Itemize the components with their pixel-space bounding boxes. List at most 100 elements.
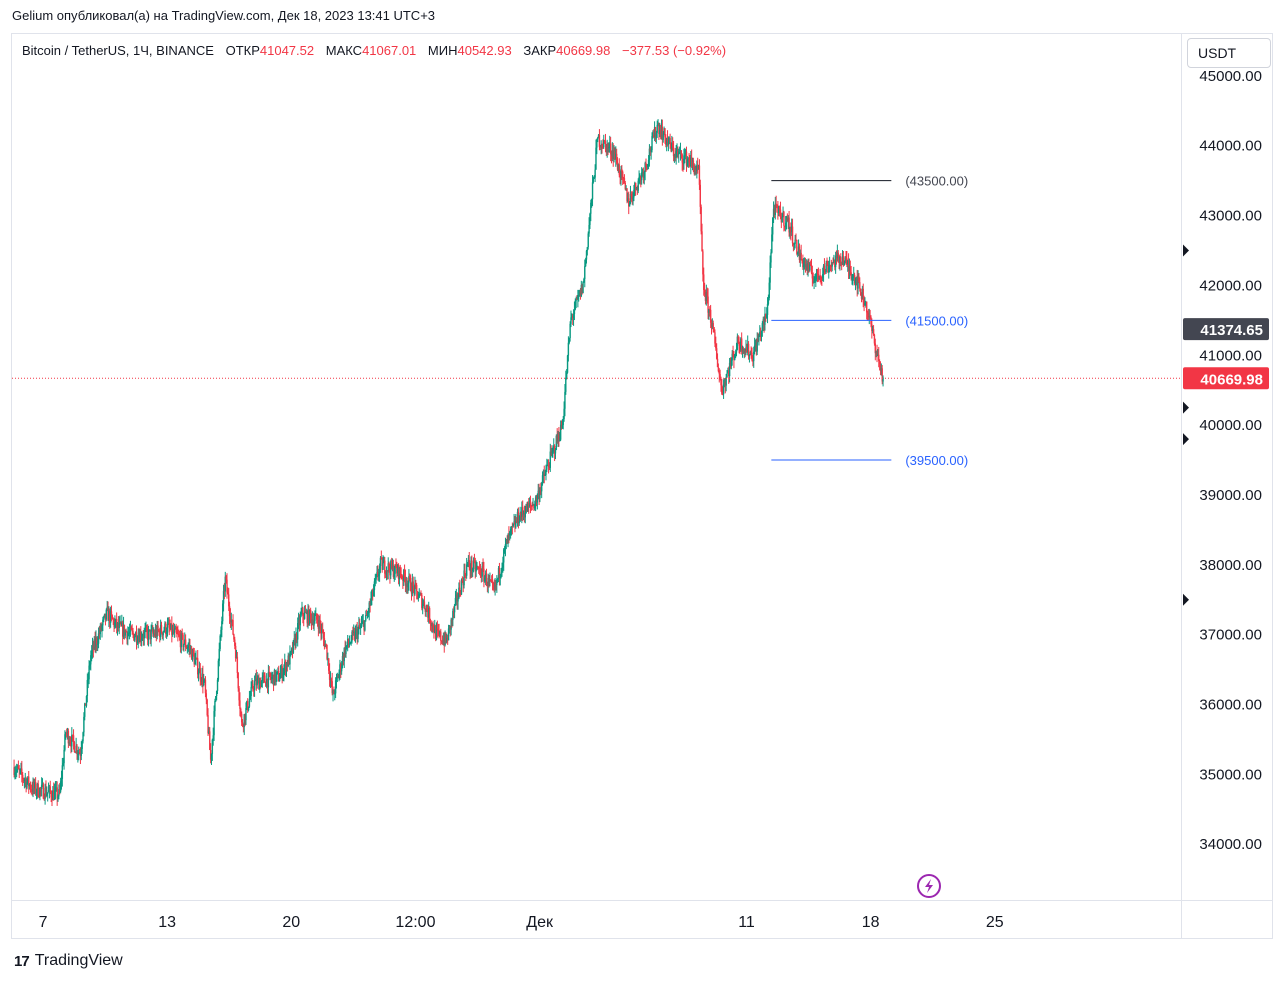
currency-button[interactable]: USDT <box>1187 38 1271 68</box>
candle-body <box>276 671 278 675</box>
candle-body <box>580 284 583 297</box>
candle-body <box>675 151 677 158</box>
candle-body <box>475 567 477 572</box>
candle-body <box>720 378 722 386</box>
candle-body <box>236 656 239 673</box>
candle-body <box>430 623 433 627</box>
candle-body <box>646 165 648 167</box>
candle-body <box>866 312 869 314</box>
candle-body <box>71 734 73 747</box>
candle-body <box>478 567 480 569</box>
candle-body <box>829 265 832 267</box>
candle-body <box>461 580 464 582</box>
candle-body <box>684 151 687 156</box>
candle-body <box>780 216 783 223</box>
candle-body <box>14 772 16 775</box>
candle-body <box>159 625 162 638</box>
candle-body <box>336 676 339 678</box>
candle-body <box>603 140 605 148</box>
candle-body <box>624 182 626 190</box>
candle-body <box>676 151 678 153</box>
candle-body <box>672 143 674 148</box>
candle-body <box>104 613 107 620</box>
candle-body <box>715 343 717 349</box>
candle-body <box>687 158 689 160</box>
candle-body <box>217 660 220 680</box>
tradingview-brand[interactable]: 17 TradingView <box>14 952 123 970</box>
candle-body <box>647 164 649 167</box>
candle-body <box>856 277 858 289</box>
candle-body <box>303 616 305 619</box>
candle-body <box>142 637 145 639</box>
candle-body <box>822 274 824 278</box>
candle-body <box>867 312 870 317</box>
candle-body <box>500 572 502 575</box>
candle-body <box>533 504 535 509</box>
candle-body <box>340 665 343 672</box>
candle-body <box>796 239 798 254</box>
candle-body <box>161 632 164 636</box>
candle-body <box>46 792 49 794</box>
candle-body <box>111 615 114 620</box>
candle-body <box>509 529 512 532</box>
candle-body <box>457 598 459 602</box>
candle-body <box>68 741 70 744</box>
price-tick-label: 42000.00 <box>1199 277 1262 294</box>
candle-body <box>772 217 774 235</box>
candle-body <box>369 602 371 605</box>
candle-body <box>325 644 327 646</box>
candle-body <box>165 632 168 635</box>
candle-body <box>42 784 45 799</box>
candle-body <box>83 716 85 733</box>
candle-body <box>428 608 431 623</box>
candle-body <box>472 569 474 572</box>
candle-body <box>548 467 551 469</box>
candle-body <box>417 597 420 599</box>
candle-body <box>403 569 405 581</box>
candle-body <box>880 368 883 371</box>
candle-body <box>612 150 614 159</box>
candle-body <box>553 445 555 448</box>
candle-body <box>232 620 234 635</box>
candle-body <box>578 290 581 296</box>
candle-body <box>719 374 721 379</box>
candle-body <box>634 182 636 190</box>
candle-body <box>665 138 668 145</box>
candle-body <box>555 435 558 450</box>
candle-body <box>206 699 208 716</box>
candle-body <box>146 631 149 640</box>
high-value: 41067.01 <box>362 43 417 58</box>
candle-body <box>203 679 206 681</box>
candle-body <box>226 579 228 593</box>
candle-body <box>268 672 270 674</box>
candle-body <box>595 147 597 170</box>
candle-body <box>66 730 69 734</box>
candle-body <box>250 686 252 697</box>
candle-body <box>818 275 820 280</box>
candle-body <box>131 629 133 632</box>
candle-body <box>290 651 292 653</box>
candle-body <box>674 155 676 158</box>
candle-body <box>857 276 859 289</box>
candle-body <box>594 169 596 178</box>
candle-body <box>96 638 98 645</box>
candle-body <box>770 252 772 263</box>
candle-body <box>717 367 720 372</box>
candle-body <box>636 187 639 191</box>
candle-body <box>648 148 651 160</box>
candle-body <box>264 675 266 683</box>
candle-body <box>817 273 820 280</box>
candle-body <box>70 742 72 747</box>
candle-body <box>480 575 483 577</box>
candle-body <box>519 513 521 522</box>
candle-body <box>690 157 692 167</box>
candle-body <box>765 313 767 319</box>
candle-body <box>465 564 468 576</box>
candle-body <box>135 632 138 643</box>
candle-body <box>37 783 39 797</box>
candle-body <box>557 433 559 442</box>
candle-body <box>496 578 498 586</box>
candle-body <box>844 257 846 263</box>
candle-body <box>699 184 701 207</box>
